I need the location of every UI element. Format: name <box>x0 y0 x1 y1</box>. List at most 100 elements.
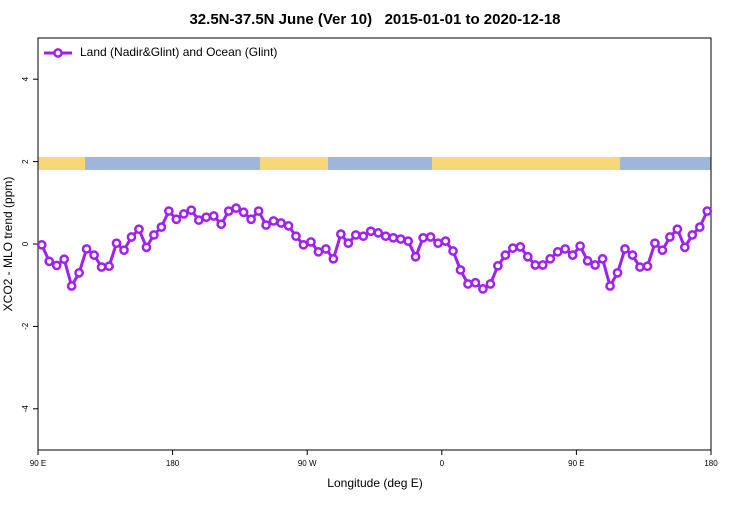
data-point <box>665 232 675 242</box>
data-point <box>306 237 316 247</box>
x-tick-label: 90 E <box>568 459 584 468</box>
data-point <box>612 267 623 278</box>
data-point <box>478 284 488 294</box>
data-point <box>178 209 189 219</box>
data-point <box>193 215 204 225</box>
data-point <box>679 242 690 253</box>
data-point <box>567 250 578 260</box>
data-point <box>455 265 466 275</box>
chart-title: 32.5N-37.5N June (Ver 10) 2015-01-01 to … <box>189 11 560 28</box>
data-point <box>283 221 294 231</box>
data-point <box>470 277 481 288</box>
data-point <box>403 236 413 246</box>
data-point <box>418 232 428 243</box>
data-point <box>687 230 698 240</box>
data-point <box>126 232 137 242</box>
x-tick-label: 0 <box>440 459 445 468</box>
data-point <box>500 250 511 260</box>
data-point <box>66 281 77 291</box>
data-point <box>373 228 384 238</box>
data-point <box>44 256 55 267</box>
data-point <box>395 234 406 244</box>
data-point <box>463 279 473 289</box>
data-point <box>597 253 608 264</box>
legend-marker <box>53 48 63 58</box>
data-point <box>552 246 563 257</box>
data-point <box>238 207 249 218</box>
data-point <box>276 218 286 228</box>
data-point <box>89 250 99 260</box>
data-point <box>605 281 615 291</box>
data-point <box>515 242 526 252</box>
data-point <box>448 246 458 256</box>
data-point <box>582 256 593 266</box>
data-point <box>350 230 361 240</box>
data-point <box>336 229 346 239</box>
data-point <box>268 216 279 226</box>
data-point <box>545 253 556 264</box>
data-point <box>74 267 84 278</box>
data-point <box>575 241 585 251</box>
data-point <box>261 220 271 230</box>
land-ocean-strip <box>38 157 711 170</box>
data-point <box>672 224 683 235</box>
data-point <box>59 254 70 265</box>
data-point <box>216 219 227 230</box>
data-point <box>537 260 548 270</box>
data-point <box>156 222 167 232</box>
data-point <box>425 232 436 242</box>
data-point <box>358 231 369 242</box>
data-point <box>321 244 331 254</box>
y-tick-label: 2 <box>21 159 30 164</box>
data-point <box>620 244 630 254</box>
data-point <box>642 261 653 272</box>
data-point <box>223 206 234 216</box>
data-point <box>328 253 339 264</box>
x-tick-label: 180 <box>704 459 718 468</box>
data-point <box>650 238 660 249</box>
data-point <box>365 226 376 237</box>
y-tick-label: 4 <box>21 76 30 81</box>
data-point <box>291 231 301 242</box>
legend-label: Land (Nadir&Glint) and Ocean (Glint) <box>80 45 277 59</box>
data-point <box>657 245 668 256</box>
y-tick-label: 0 <box>21 241 30 246</box>
data-point <box>507 243 518 253</box>
data-point <box>201 212 212 223</box>
data-point <box>119 245 129 256</box>
data-point <box>440 236 451 246</box>
data-point <box>171 214 182 225</box>
data-point <box>104 261 114 272</box>
data-point <box>380 231 391 242</box>
data-point <box>208 211 219 221</box>
data-point <box>627 250 638 260</box>
y-axis-label: XCO2 - MLO trend (ppm) <box>1 177 15 312</box>
y-tick-label: -4 <box>21 405 30 413</box>
data-point <box>343 238 354 249</box>
data-point <box>635 262 645 272</box>
data-point <box>134 224 144 235</box>
data-point <box>522 251 533 262</box>
data-point <box>149 230 159 240</box>
data-point <box>560 244 571 254</box>
x-tick-label: 90 W <box>298 459 317 468</box>
x-tick-label: 180 <box>166 459 180 468</box>
plot-frame <box>37 37 712 451</box>
data-point <box>410 251 421 262</box>
data-point <box>246 214 256 225</box>
data-point <box>590 260 600 270</box>
data-point <box>111 238 122 249</box>
data-point <box>231 203 242 214</box>
data-point <box>81 244 92 254</box>
data-point <box>313 246 324 257</box>
data-point <box>164 206 174 216</box>
data-point <box>485 279 496 289</box>
data-point <box>694 222 705 232</box>
data-point <box>298 239 309 250</box>
data-point <box>51 260 62 271</box>
data-point <box>36 239 47 250</box>
data-point <box>96 262 107 272</box>
data-point <box>186 205 197 216</box>
series-line <box>40 206 709 291</box>
